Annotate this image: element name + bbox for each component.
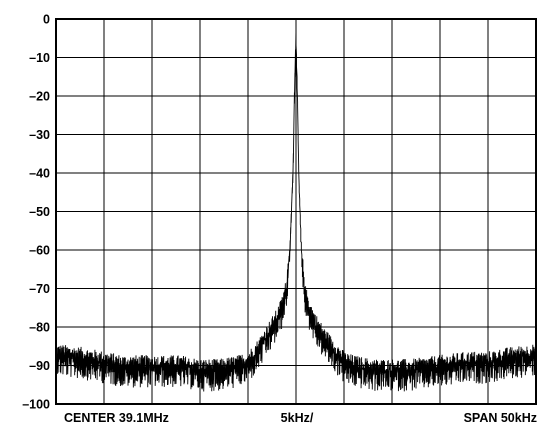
chart-grid bbox=[56, 19, 536, 404]
y-tick-label: –30 bbox=[29, 128, 50, 142]
y-tick-label: –70 bbox=[29, 282, 50, 296]
spectrum-trace bbox=[55, 29, 537, 392]
y-tick-label: –50 bbox=[29, 205, 50, 219]
y-tick-label: –10 bbox=[29, 51, 50, 65]
spectrum-trace-line bbox=[55, 29, 537, 392]
y-tick-label: –90 bbox=[29, 359, 50, 373]
y-tick-label: –80 bbox=[29, 321, 50, 335]
y-axis-ticks: 0 –10 –20 –30 –40 –50 –60 –70 –80 –90 –100 bbox=[22, 13, 50, 412]
y-tick-label: –40 bbox=[29, 167, 50, 181]
y-tick-label: –20 bbox=[29, 90, 50, 104]
y-tick-label: –100 bbox=[22, 398, 50, 412]
y-tick-label: –60 bbox=[29, 244, 50, 258]
x-label-per-division: 5kHz/ bbox=[281, 411, 314, 425]
plot-frame bbox=[55, 18, 537, 405]
x-label-center-frequency: CENTER 39.1MHz bbox=[64, 411, 169, 425]
y-tick-label: 0 bbox=[43, 13, 50, 27]
x-label-span: SPAN 50kHz bbox=[464, 411, 537, 425]
